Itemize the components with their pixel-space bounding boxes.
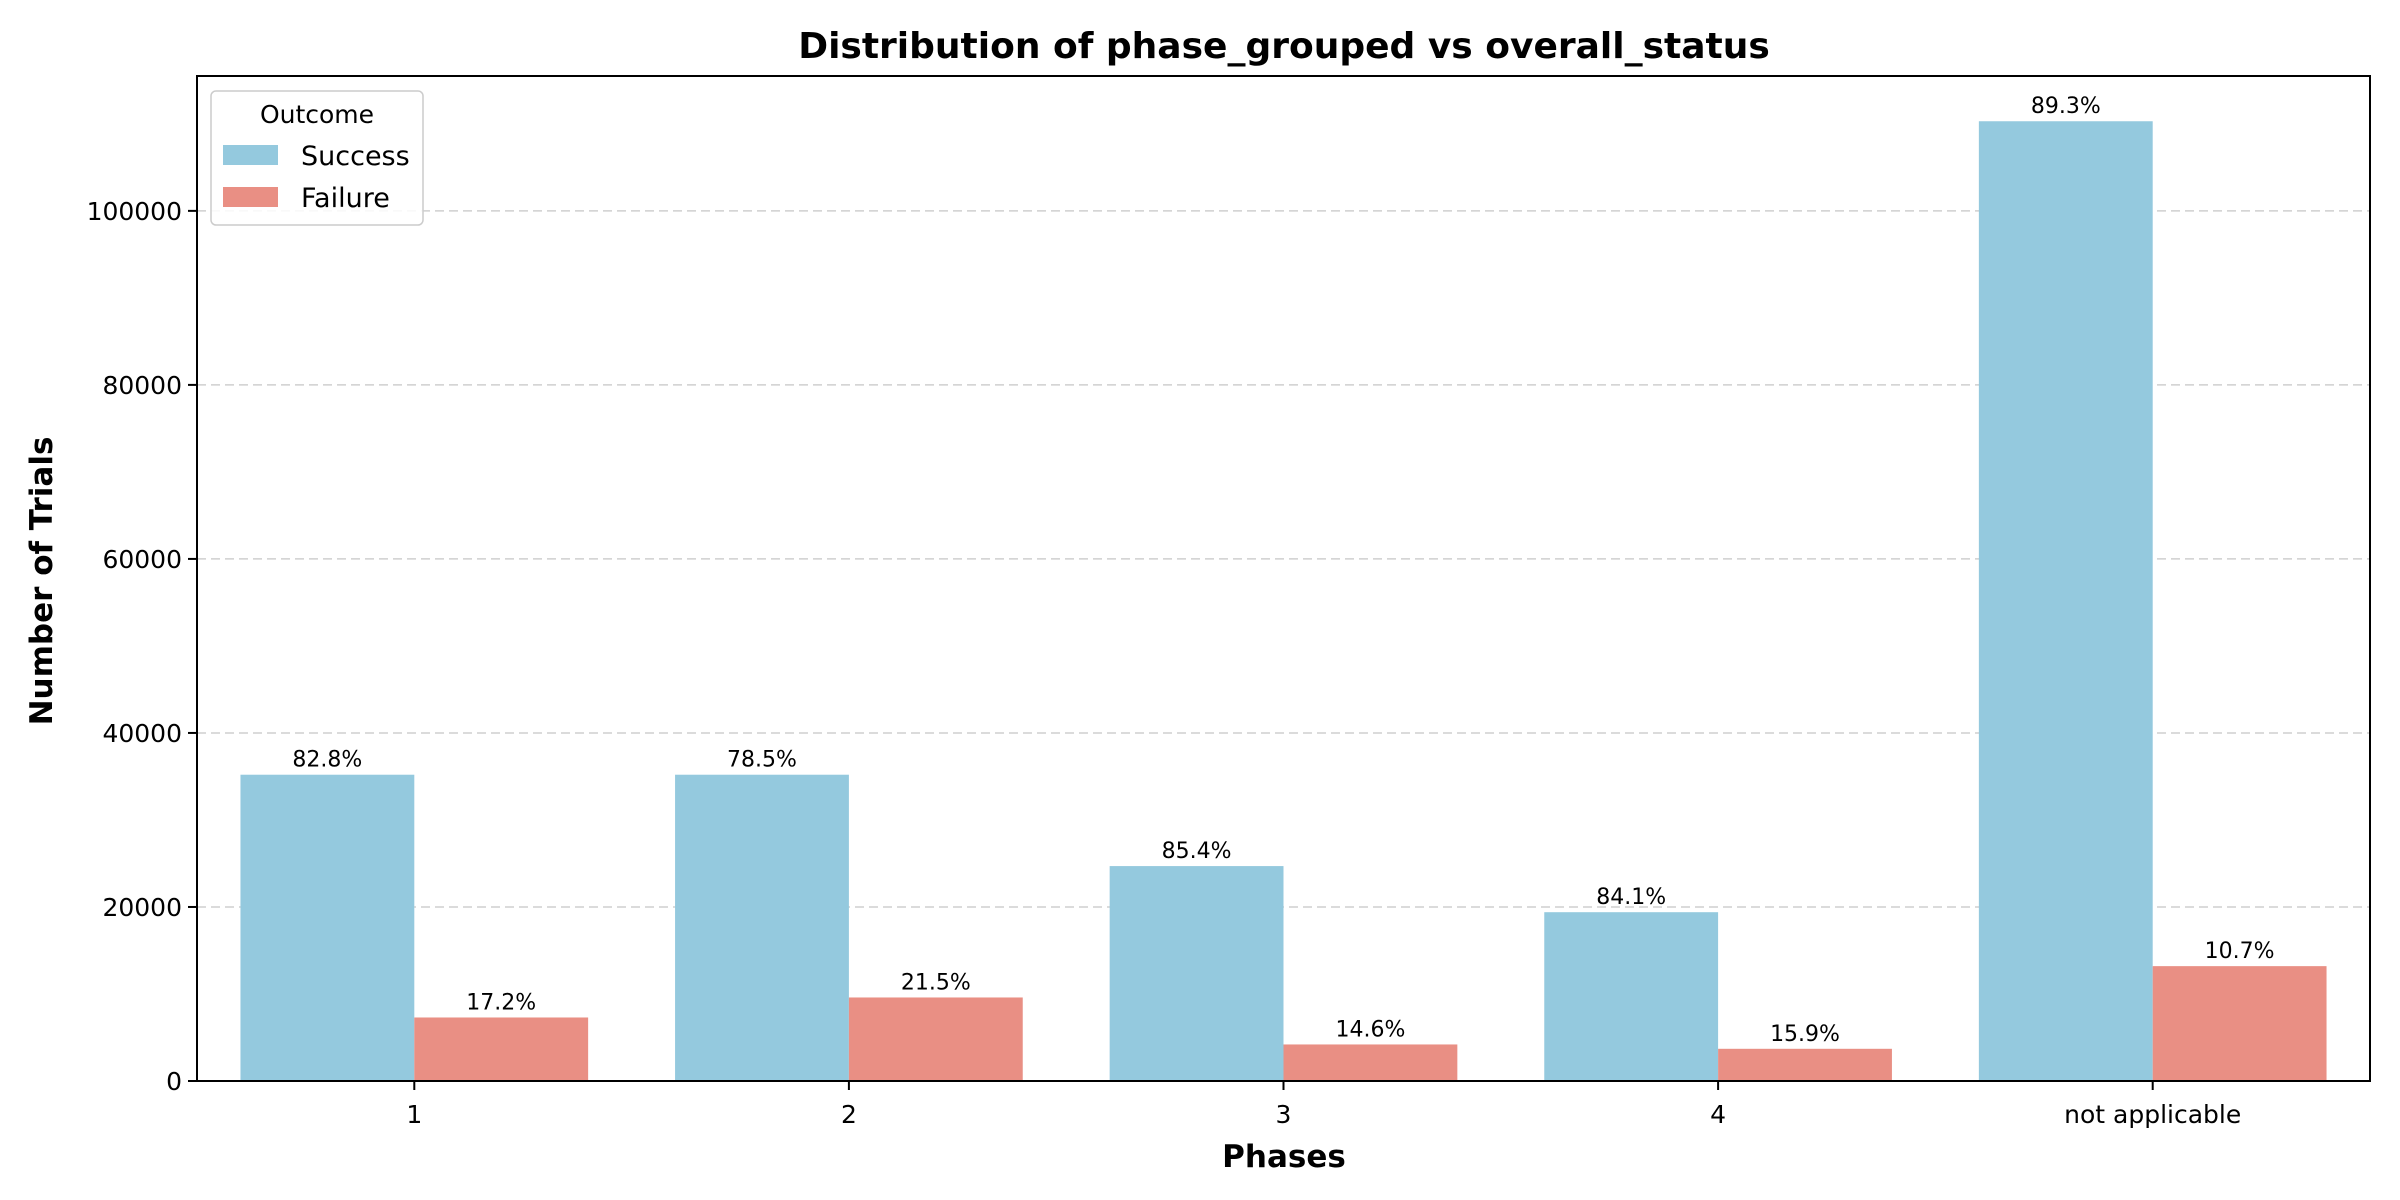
y-tick-label: 60000 [102,545,182,574]
chart-title: Distribution of phase_grouped vs overall… [798,26,1770,67]
data-label-success: 82.8% [292,748,362,773]
bar-failure [1283,1044,1458,1081]
bar-success [1544,912,1719,1081]
y-tick-label: 80000 [102,371,182,400]
data-label-failure: 14.6% [1335,1017,1405,1042]
x-axis-label: Phases [1222,1139,1346,1175]
bar-success [1109,866,1284,1081]
data-label-success: 78.5% [727,748,797,773]
y-tick-label: 40000 [102,719,182,748]
y-tick-label: 20000 [102,893,182,922]
legend-title: Outcome [260,100,374,129]
data-label-success: 85.4% [1162,839,1232,864]
y-ticks: 0 20000 40000 60000 80000 100000 [87,197,197,1096]
data-label-success: 84.1% [1596,885,1666,910]
legend-label-success: Success [301,141,410,172]
data-label-failure: 10.7% [2205,939,2275,964]
legend-swatch-success [223,145,278,165]
x-tick-label: 4 [1710,1100,1726,1129]
data-label-failure: 17.2% [466,990,536,1015]
bar-success [675,774,849,1081]
x-tick-label: not applicable [2064,1100,2241,1129]
bar-success [1978,121,2153,1081]
bar-failure [2152,966,2327,1081]
bar-failure [1718,1048,1892,1081]
legend: Outcome Success Failure [210,90,424,226]
bar-failure [414,1017,589,1081]
bars [240,121,2327,1081]
x-tick-label: 2 [841,1100,857,1129]
legend-label-failure: Failure [301,183,390,214]
y-axis-label: Number of Trials [24,437,60,726]
data-label-success: 89.3% [2031,94,2101,119]
bar-success [240,774,415,1081]
y-tick-label: 0 [166,1067,182,1096]
data-labels: 82.8% 17.2% 78.5% 21.5% 85.4% 14.6% 84.1% 15.9%… [292,94,2274,1047]
x-ticks: 1 2 3 4 not applicable [406,1081,2241,1129]
data-label-failure: 15.9% [1770,1022,1840,1047]
bar-failure [848,997,1023,1081]
legend-swatch-failure [223,187,278,207]
data-label-failure: 21.5% [901,970,971,995]
x-tick-label: 3 [1276,1100,1292,1129]
y-tick-label: 100000 [87,197,182,226]
x-tick-label: 1 [406,1100,422,1129]
